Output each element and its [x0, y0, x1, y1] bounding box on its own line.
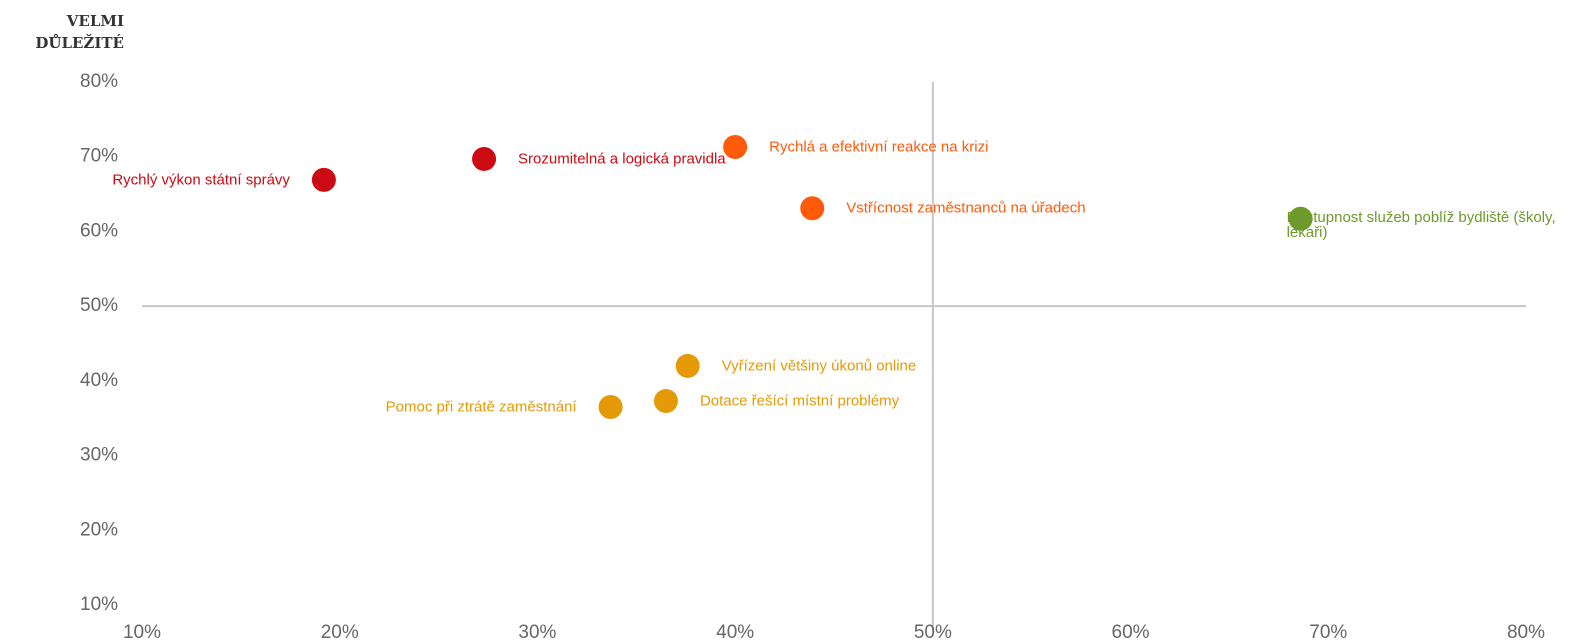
- x-tick-label: 30%: [518, 622, 556, 643]
- point: [800, 196, 825, 221]
- point: [311, 167, 336, 192]
- y-tick-label: 10%: [80, 594, 118, 615]
- y-tick-label: 60%: [80, 220, 118, 241]
- x-tick-label: 40%: [716, 622, 754, 643]
- x-tick-label: 80%: [1507, 622, 1545, 643]
- y-tick-label: 50%: [80, 295, 118, 316]
- point: [723, 135, 748, 160]
- point: [675, 353, 700, 378]
- x-tick-label: 50%: [914, 622, 952, 643]
- x-tick-label: 10%: [123, 622, 161, 643]
- point: [653, 389, 678, 414]
- point-label: Vyřízení většiny úkonů online: [721, 357, 917, 375]
- point: [598, 395, 623, 420]
- y-tick-label: 20%: [80, 519, 118, 540]
- y-tick-label: 40%: [80, 370, 118, 391]
- point: [1288, 206, 1313, 231]
- x-tick-label: 70%: [1309, 622, 1347, 643]
- x-tick-label: 20%: [321, 622, 359, 643]
- point-label: Dotace řešící místní problémy: [699, 392, 900, 410]
- point: [472, 146, 497, 171]
- point-label: Srozumitelná a logická pravidla: [518, 150, 726, 168]
- y-tick-label: 80%: [80, 71, 118, 92]
- point-label: Pomoc při ztrátě zaměstnání: [385, 398, 577, 416]
- point-label: Dostupnost služeb poblíž bydliště (školy…: [1286, 208, 1556, 241]
- y-tick-label: 30%: [80, 445, 118, 466]
- y-tick-label: 70%: [80, 146, 118, 167]
- point-label: Vstřícnost zaměstnanců na úřadech: [846, 199, 1086, 217]
- annotation: VELMI DŮLEŽITÉ: [35, 12, 124, 52]
- point-label: Rychlá a efektivní reakce na krizi: [769, 138, 989, 156]
- point-label: Rychlý výkon státní správy: [112, 171, 290, 189]
- x-tick-label: 60%: [1112, 622, 1150, 643]
